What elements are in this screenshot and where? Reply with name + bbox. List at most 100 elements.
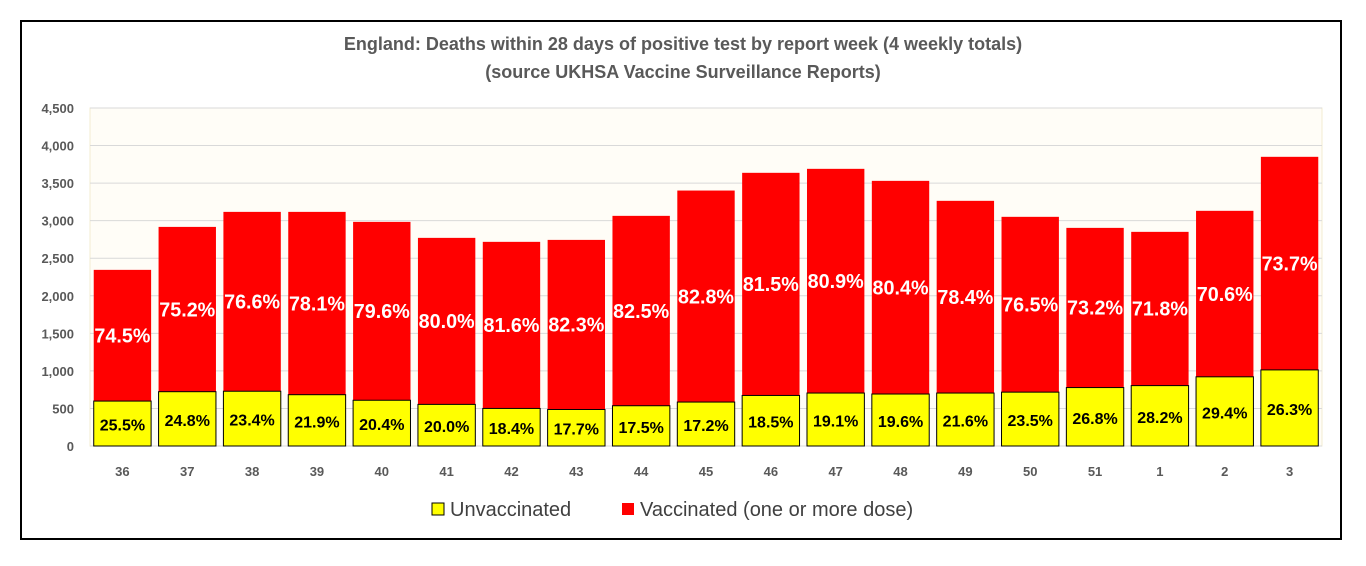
data-label-unvaccinated: 20.4% [359, 417, 404, 434]
x-tick-label: 43 [569, 464, 583, 479]
bar-vaccinated [677, 190, 735, 403]
chart-subtitle: (source UKHSA Vaccine Surveillance Repor… [485, 62, 881, 82]
bar-vaccinated [742, 172, 800, 396]
x-tick-label: 2 [1221, 464, 1228, 479]
y-tick-label: 3,500 [41, 176, 74, 191]
bar-unvaccinated [158, 391, 217, 447]
data-label-unvaccinated: 19.1% [813, 414, 858, 431]
bar-vaccinated [806, 168, 865, 394]
y-tick-label: 0 [67, 439, 74, 454]
x-tick-label: 39 [310, 464, 324, 479]
bar-vaccinated [417, 237, 476, 405]
bar-unvaccinated [482, 407, 541, 447]
data-label-unvaccinated: 18.4% [489, 421, 534, 438]
x-tick-label: 41 [439, 464, 453, 479]
bar-vaccinated [1260, 156, 1319, 370]
data-label-vaccinated: 81.5% [743, 274, 799, 296]
x-tick-label: 48 [893, 464, 907, 479]
data-label-unvaccinated: 25.5% [100, 418, 145, 435]
x-tick-label: 38 [245, 464, 259, 479]
data-label-vaccinated: 80.4% [873, 277, 929, 299]
data-label-vaccinated: 76.5% [1002, 294, 1058, 316]
bar-unvaccinated [1065, 387, 1125, 447]
data-label-unvaccinated: 17.5% [618, 420, 663, 437]
y-tick-label: 1,000 [41, 364, 74, 379]
bar-unvaccinated [676, 401, 736, 447]
x-tick-label: 37 [180, 464, 194, 479]
x-tick-label: 45 [699, 464, 713, 479]
bar-vaccinated [1131, 231, 1189, 386]
x-tick-label: 51 [1088, 464, 1102, 479]
bar-vaccinated [612, 215, 670, 406]
data-label-unvaccinated: 23.4% [229, 413, 274, 430]
bar-unvaccinated [93, 400, 152, 447]
data-label-vaccinated: 70.6% [1197, 284, 1253, 306]
bar-vaccinated [1066, 227, 1124, 388]
data-label-unvaccinated: 20.0% [424, 419, 469, 436]
bar-unvaccinated [1195, 376, 1254, 447]
legend-label-vaccinated: Vaccinated (one or more dose) [640, 499, 913, 521]
x-tick-label: 49 [958, 464, 972, 479]
y-tick-label: 4,000 [41, 139, 74, 154]
bar-unvaccinated [352, 399, 411, 447]
bar-vaccinated [936, 200, 995, 394]
data-label-vaccinated: 81.6% [483, 315, 539, 337]
bar-vaccinated [93, 269, 152, 402]
data-label-vaccinated: 75.2% [159, 299, 215, 321]
legend-swatch-vaccinated [622, 503, 634, 515]
bar-unvaccinated [1260, 369, 1319, 447]
bar-vaccinated [158, 226, 216, 392]
bar-unvaccinated [741, 394, 801, 447]
bar-unvaccinated [547, 408, 606, 447]
data-label-vaccinated: 82.3% [548, 315, 604, 337]
bar-unvaccinated [287, 394, 347, 447]
bar-vaccinated [1196, 210, 1254, 377]
data-label-unvaccinated: 21.9% [294, 414, 339, 431]
bar-unvaccinated [871, 393, 930, 447]
x-tick-label: 40 [375, 464, 389, 479]
bar-vaccinated [547, 239, 606, 410]
data-label-unvaccinated: 26.8% [1072, 411, 1117, 428]
data-label-unvaccinated: 26.3% [1267, 402, 1312, 419]
data-label-vaccinated: 82.8% [678, 286, 734, 308]
data-label-vaccinated: 73.2% [1067, 298, 1123, 320]
bar-unvaccinated [417, 403, 476, 447]
data-label-vaccinated: 76.6% [224, 292, 280, 314]
x-tick-label: 36 [115, 464, 129, 479]
data-label-unvaccinated: 17.7% [554, 422, 599, 439]
y-tick-label: 2,000 [41, 289, 74, 304]
bar-vaccinated [1001, 216, 1059, 393]
data-label-vaccinated: 80.9% [808, 271, 864, 293]
bar-unvaccinated [1130, 385, 1190, 447]
bar-unvaccinated [222, 390, 282, 447]
data-label-unvaccinated: 19.6% [878, 414, 923, 431]
y-tick-label: 2,500 [41, 251, 74, 266]
chart-title: England: Deaths within 28 days of positi… [343, 34, 1023, 54]
y-tick-label: 3,000 [41, 214, 74, 229]
bar-unvaccinated [936, 392, 995, 447]
legend-label-unvaccinated: Unvaccinated [450, 499, 571, 521]
bar-vaccinated [482, 241, 541, 409]
bar-unvaccinated [1001, 391, 1060, 447]
data-label-unvaccinated: 17.2% [683, 418, 728, 435]
data-label-vaccinated: 73.7% [1262, 253, 1318, 275]
legend-swatch-unvaccinated [431, 502, 445, 516]
x-tick-label: 44 [634, 464, 649, 479]
bar-vaccinated [871, 180, 930, 395]
data-label-vaccinated: 78.4% [937, 287, 993, 309]
x-tick-label: 47 [828, 464, 842, 479]
data-label-unvaccinated: 28.2% [1137, 410, 1182, 427]
data-label-unvaccinated: 24.8% [165, 413, 210, 430]
data-label-vaccinated: 80.0% [419, 311, 475, 333]
data-label-vaccinated: 71.8% [1132, 299, 1188, 321]
y-tick-label: 500 [52, 401, 74, 416]
bar-unvaccinated [611, 405, 671, 447]
data-label-unvaccinated: 29.4% [1202, 405, 1247, 422]
x-tick-label: 42 [504, 464, 518, 479]
data-label-unvaccinated: 21.6% [943, 414, 988, 431]
bar-unvaccinated [806, 392, 865, 447]
y-tick-label: 1,500 [41, 326, 74, 341]
data-label-unvaccinated: 23.5% [1008, 413, 1053, 430]
x-tick-label: 46 [764, 464, 778, 479]
data-label-vaccinated: 79.6% [354, 301, 410, 323]
